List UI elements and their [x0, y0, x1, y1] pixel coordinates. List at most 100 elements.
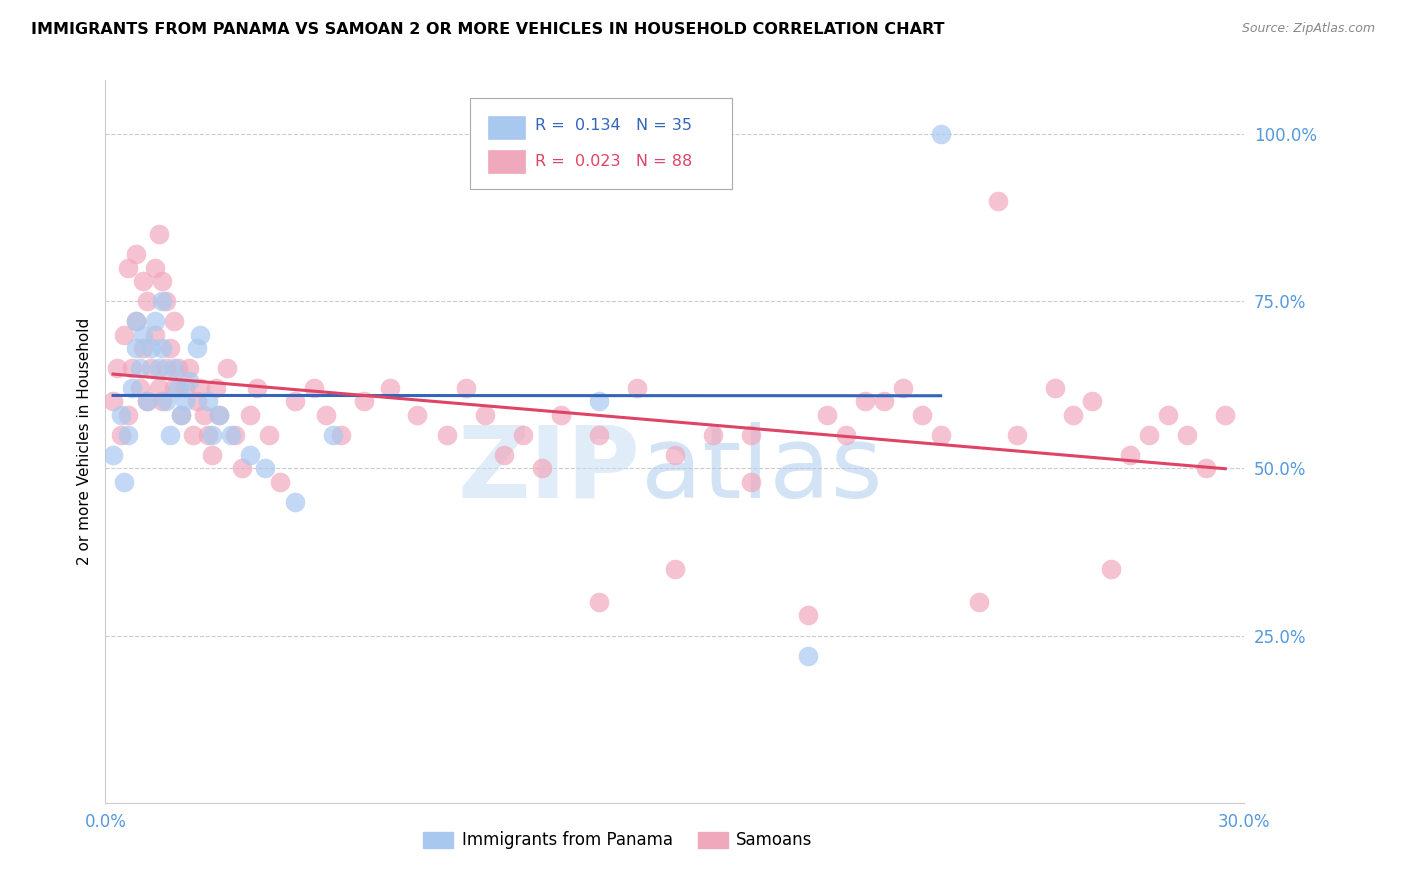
Point [929, 427, 952, 442]
Point [101, 394, 124, 409]
Point [136, 394, 159, 409]
Legend: Immigrants from Panama, Samoans: Immigrants from Panama, Samoans [416, 824, 820, 856]
Point [159, 341, 181, 355]
Point [853, 394, 876, 409]
Point [152, 394, 174, 409]
Point [436, 427, 458, 442]
Point [911, 408, 934, 422]
Point [101, 448, 124, 462]
Point [132, 341, 155, 355]
Point [322, 427, 344, 442]
Point [143, 260, 166, 275]
Point [136, 294, 159, 309]
Point [929, 127, 952, 141]
Point [1043, 381, 1066, 395]
Point [186, 341, 208, 355]
Point [128, 381, 150, 395]
Point [987, 194, 1010, 208]
Point [125, 247, 148, 261]
Point [155, 294, 177, 309]
Point [1139, 427, 1161, 442]
Point [197, 394, 219, 409]
Text: atlas: atlas [641, 422, 883, 519]
Point [239, 448, 262, 462]
Point [125, 341, 148, 355]
Point [588, 595, 610, 609]
Point [1081, 394, 1104, 409]
Point [174, 394, 197, 409]
Point [405, 408, 427, 422]
Point [664, 448, 686, 462]
Point [815, 408, 838, 422]
Point [110, 408, 132, 422]
Text: ZIP: ZIP [458, 422, 641, 519]
Point [353, 394, 375, 409]
Point [163, 361, 186, 376]
Point [967, 595, 990, 609]
Point [174, 381, 197, 395]
Point [163, 381, 186, 395]
Point [117, 427, 139, 442]
Point [188, 327, 212, 342]
Point [170, 408, 193, 422]
Point [474, 408, 496, 422]
Point [219, 427, 242, 442]
Point [155, 361, 177, 376]
Point [1157, 408, 1180, 422]
Point [531, 461, 554, 475]
Point [177, 361, 200, 376]
Point [114, 327, 135, 342]
Point [1099, 562, 1122, 576]
Point [143, 327, 166, 342]
Point [201, 427, 224, 442]
Text: Source: ZipAtlas.com: Source: ZipAtlas.com [1241, 22, 1375, 36]
Point [188, 381, 212, 395]
Point [284, 494, 307, 508]
Point [215, 361, 238, 376]
Point [231, 461, 253, 475]
Point [796, 608, 818, 623]
Point [224, 427, 246, 442]
Point [132, 327, 155, 342]
Point [1195, 461, 1218, 475]
Point [1215, 408, 1237, 422]
Point [1175, 427, 1198, 442]
Point [512, 427, 534, 442]
Point [139, 341, 162, 355]
Point [155, 394, 177, 409]
Point [121, 361, 143, 376]
Point [186, 394, 208, 409]
Y-axis label: 2 or more Vehicles in Household: 2 or more Vehicles in Household [76, 318, 91, 566]
Point [148, 361, 170, 376]
Point [378, 381, 402, 395]
Point [110, 427, 132, 442]
Point [208, 408, 231, 422]
Point [136, 394, 159, 409]
Text: IMMIGRANTS FROM PANAMA VS SAMOAN 2 OR MORE VEHICLES IN HOUSEHOLD CORRELATION CHA: IMMIGRANTS FROM PANAMA VS SAMOAN 2 OR MO… [31, 22, 945, 37]
Point [1005, 427, 1028, 442]
Point [163, 314, 186, 328]
Point [166, 361, 188, 376]
Point [177, 375, 200, 389]
Point [664, 562, 686, 576]
Point [269, 475, 291, 489]
Point [193, 408, 215, 422]
Point [143, 314, 166, 328]
Point [304, 381, 326, 395]
Point [105, 361, 128, 376]
Point [740, 475, 762, 489]
Point [702, 427, 724, 442]
Point [159, 427, 181, 442]
Point [492, 448, 515, 462]
FancyBboxPatch shape [470, 98, 733, 189]
Point [550, 408, 572, 422]
Point [204, 381, 226, 395]
Point [588, 394, 610, 409]
FancyBboxPatch shape [488, 116, 524, 139]
Point [201, 448, 224, 462]
Text: R =  0.134   N = 35: R = 0.134 N = 35 [534, 119, 692, 133]
Point [125, 314, 148, 328]
Point [139, 361, 162, 376]
Point [1063, 408, 1085, 422]
Text: R =  0.023   N = 88: R = 0.023 N = 88 [534, 154, 692, 169]
